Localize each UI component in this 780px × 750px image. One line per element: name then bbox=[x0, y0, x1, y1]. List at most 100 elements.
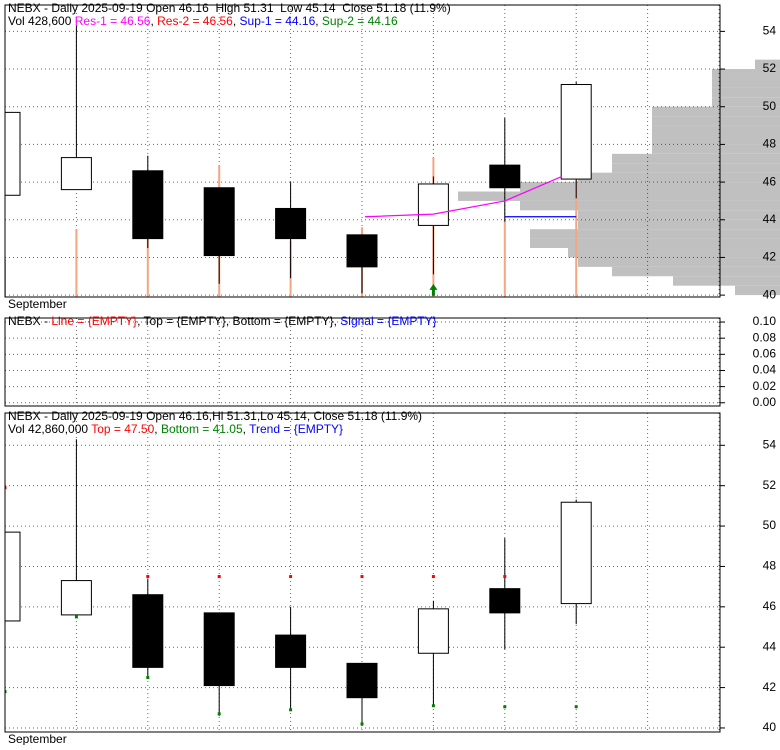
marker-dot bbox=[289, 708, 293, 712]
y-tick-label: 52 bbox=[763, 478, 777, 492]
y-tick-label: 42 bbox=[763, 250, 777, 264]
candle-body bbox=[560, 501, 592, 605]
profile-bar bbox=[712, 69, 780, 79]
y-tick-label: 50 bbox=[763, 99, 777, 113]
profile-bar bbox=[652, 106, 780, 117]
y-tick-label: 48 bbox=[763, 137, 777, 151]
profile-bar bbox=[673, 276, 780, 286]
profile-bar bbox=[712, 87, 780, 98]
marker-dot bbox=[289, 575, 293, 579]
candle-body bbox=[275, 207, 307, 240]
panel-header: NEBX - Daily 2025-09-19 Open 46.16 High … bbox=[8, 1, 451, 15]
candle-body bbox=[60, 157, 92, 191]
header-segment: Res-1 = 46.56 bbox=[75, 14, 151, 28]
marker-dot bbox=[74, 615, 78, 619]
profile-bar bbox=[578, 210, 780, 220]
candle-body bbox=[346, 234, 378, 268]
panel-header: NEBX - Line = {EMPTY}, Top = {EMPTY}, Bo… bbox=[8, 314, 437, 328]
header-segment: Line = {EMPTY} bbox=[51, 314, 137, 328]
marker-dot bbox=[503, 705, 507, 709]
profile-bar bbox=[712, 97, 780, 107]
candle-body bbox=[60, 580, 92, 616]
plot-area bbox=[5, 413, 720, 732]
candle-body bbox=[132, 594, 164, 668]
marker-dot bbox=[217, 712, 221, 716]
y-tick-label: 48 bbox=[763, 559, 777, 573]
profile-bar bbox=[520, 200, 780, 211]
header-segment: Bottom = 41.05 bbox=[161, 422, 243, 436]
y-tick-label: 46 bbox=[763, 599, 777, 613]
signal-arrow bbox=[429, 283, 438, 296]
header-segment: Vol 42,860,000 bbox=[8, 422, 91, 436]
marker-dot bbox=[574, 705, 578, 709]
y-tick-label: 0.06 bbox=[753, 347, 777, 361]
marker-dot bbox=[146, 675, 150, 679]
candle-body bbox=[417, 183, 449, 226]
profile-bar bbox=[578, 257, 780, 267]
x-axis-label: September bbox=[8, 732, 67, 745]
candle-body bbox=[560, 83, 592, 180]
candle-body bbox=[346, 662, 378, 699]
y-tick-label: 0.10 bbox=[753, 314, 777, 328]
header-segment: , bbox=[243, 422, 249, 436]
panel-frame bbox=[4, 412, 721, 733]
header-segment: Sup-2 = 44.16 bbox=[322, 14, 398, 28]
marker-dot bbox=[5, 486, 7, 490]
marker-dot bbox=[360, 722, 364, 726]
profile-bar bbox=[652, 125, 780, 135]
y-tick-label: 44 bbox=[763, 639, 777, 653]
candle-body bbox=[5, 531, 21, 622]
y-tick-label: 40 bbox=[763, 287, 777, 301]
y-tick-label: 46 bbox=[763, 174, 777, 188]
header-segment: , bbox=[150, 14, 157, 28]
profile-bar bbox=[458, 191, 780, 201]
header-segment: NEBX - Daily 2025-09-19 Open 46.16 High … bbox=[8, 1, 451, 15]
header-segment: Signal = {EMPTY} bbox=[340, 314, 436, 328]
candle-body bbox=[489, 588, 521, 614]
header-segment: Vol 428,600 bbox=[8, 14, 75, 28]
volume-profile bbox=[458, 59, 780, 296]
header-segment: Trend = {EMPTY} bbox=[249, 422, 343, 436]
marker-dot bbox=[503, 575, 507, 579]
profile-bar bbox=[612, 266, 780, 277]
candle-body bbox=[275, 634, 307, 668]
profile-bar bbox=[735, 285, 780, 296]
header-segment: NEBX - Daily 2025-09-19 Open 46.16,Hi 51… bbox=[8, 409, 422, 423]
y-tick-label: 54 bbox=[763, 24, 777, 38]
marker-dot bbox=[217, 575, 221, 579]
candle-body bbox=[203, 612, 235, 687]
marker-dot bbox=[5, 690, 7, 694]
candle-body bbox=[132, 170, 164, 240]
profile-bar bbox=[652, 134, 780, 145]
y-tick-label: 50 bbox=[763, 518, 777, 532]
header-segment: Top = 47.50 bbox=[91, 422, 154, 436]
y-tick-label: 54 bbox=[763, 437, 777, 451]
panel-header: Vol 42,860,000 Top = 47.50, Bottom = 41.… bbox=[8, 422, 343, 436]
header-segment: , bbox=[315, 14, 322, 28]
y-tick-label: 42 bbox=[763, 680, 777, 694]
marker-dot bbox=[360, 575, 364, 579]
marker-dot bbox=[431, 575, 435, 579]
candle-body bbox=[5, 111, 21, 196]
header-segment: NEBX - bbox=[8, 314, 51, 328]
profile-bar bbox=[612, 153, 780, 164]
header-segment: Sup-1 = 44.16 bbox=[240, 14, 316, 28]
profile-bar bbox=[652, 116, 780, 126]
panel-frame bbox=[4, 317, 721, 407]
profile-bar bbox=[612, 163, 780, 173]
candle-body bbox=[489, 164, 521, 189]
plot-area bbox=[5, 318, 720, 406]
header-segment: , Top = {EMPTY}, Bottom = {EMPTY}, bbox=[137, 314, 340, 328]
profile-bar bbox=[530, 238, 780, 249]
profile-bar bbox=[712, 78, 780, 88]
header-segment: Res-2 = 46.56 bbox=[157, 14, 233, 28]
profile-bar bbox=[755, 59, 780, 70]
profile-bar bbox=[530, 229, 780, 239]
marker-dot bbox=[431, 704, 435, 708]
y-tick-label: 52 bbox=[763, 61, 777, 75]
y-tick-label: 40 bbox=[763, 720, 777, 734]
y-tick-label: 0.02 bbox=[753, 379, 777, 393]
header-segment: , bbox=[154, 422, 161, 436]
profile-bar bbox=[578, 172, 780, 183]
